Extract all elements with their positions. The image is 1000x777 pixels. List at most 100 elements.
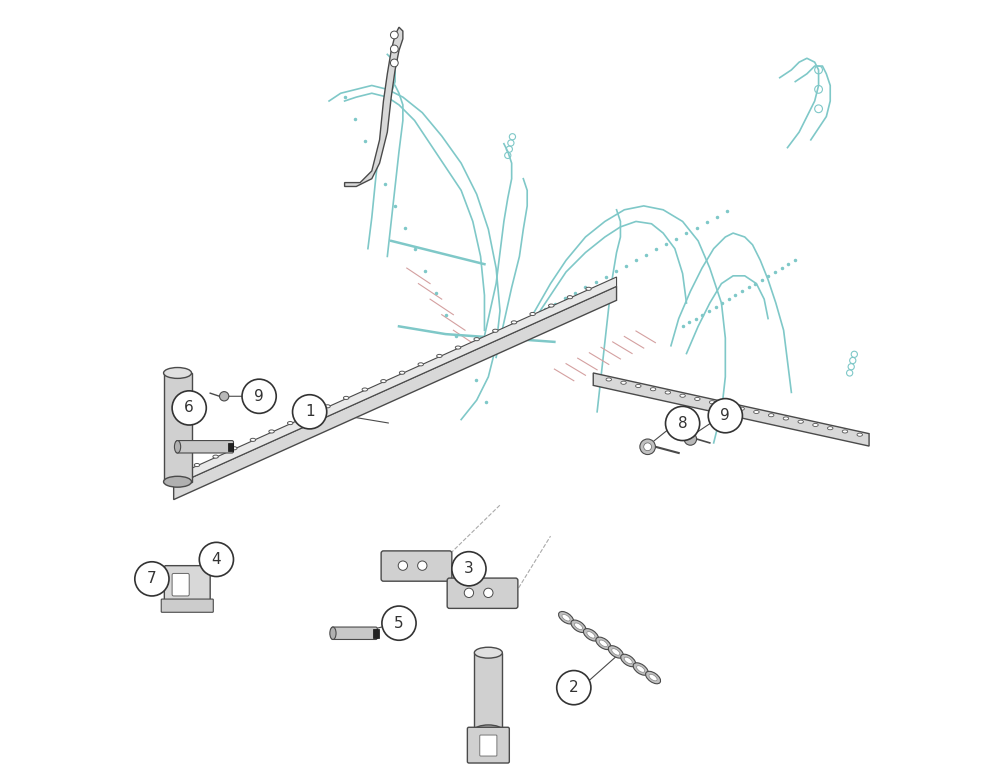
- Ellipse shape: [739, 407, 744, 410]
- Ellipse shape: [724, 404, 730, 407]
- Ellipse shape: [646, 671, 661, 684]
- Bar: [228, 443, 233, 451]
- Ellipse shape: [680, 394, 685, 397]
- Ellipse shape: [213, 455, 218, 458]
- Circle shape: [390, 45, 398, 53]
- Ellipse shape: [621, 654, 636, 667]
- Ellipse shape: [813, 423, 818, 427]
- Ellipse shape: [574, 623, 583, 629]
- Ellipse shape: [587, 632, 595, 638]
- Ellipse shape: [567, 296, 573, 298]
- Ellipse shape: [455, 346, 461, 349]
- Circle shape: [640, 439, 655, 455]
- Bar: [373, 629, 379, 638]
- Ellipse shape: [530, 312, 535, 315]
- Ellipse shape: [174, 441, 181, 453]
- Circle shape: [484, 588, 493, 598]
- Ellipse shape: [842, 430, 848, 433]
- Polygon shape: [174, 277, 617, 486]
- Circle shape: [199, 542, 233, 577]
- Ellipse shape: [381, 380, 386, 383]
- Circle shape: [390, 59, 398, 67]
- Circle shape: [135, 562, 169, 596]
- Ellipse shape: [798, 420, 803, 423]
- Circle shape: [418, 561, 427, 570]
- FancyBboxPatch shape: [467, 727, 509, 763]
- Ellipse shape: [232, 447, 237, 450]
- Ellipse shape: [768, 413, 774, 416]
- Polygon shape: [593, 373, 869, 446]
- Ellipse shape: [637, 666, 645, 672]
- Ellipse shape: [330, 627, 336, 639]
- Text: 9: 9: [720, 408, 730, 423]
- Bar: [474, 653, 502, 730]
- Ellipse shape: [493, 329, 498, 333]
- Circle shape: [557, 671, 591, 705]
- Ellipse shape: [559, 611, 574, 624]
- Ellipse shape: [474, 725, 502, 736]
- Ellipse shape: [287, 421, 293, 424]
- Ellipse shape: [633, 663, 648, 675]
- Ellipse shape: [511, 321, 517, 324]
- Text: 7: 7: [147, 571, 157, 587]
- Ellipse shape: [709, 401, 715, 404]
- FancyBboxPatch shape: [164, 566, 210, 604]
- Ellipse shape: [250, 438, 256, 441]
- Text: 4: 4: [212, 552, 221, 567]
- Ellipse shape: [474, 338, 479, 340]
- Ellipse shape: [418, 363, 423, 366]
- Text: 5: 5: [394, 615, 404, 631]
- Polygon shape: [174, 286, 617, 500]
- Ellipse shape: [474, 647, 502, 658]
- Circle shape: [666, 406, 700, 441]
- Circle shape: [644, 443, 652, 451]
- Ellipse shape: [612, 649, 620, 655]
- Ellipse shape: [636, 385, 641, 388]
- Circle shape: [141, 570, 152, 580]
- Circle shape: [293, 395, 327, 429]
- FancyBboxPatch shape: [172, 573, 189, 596]
- Ellipse shape: [599, 640, 607, 646]
- Ellipse shape: [562, 615, 570, 621]
- Ellipse shape: [194, 463, 200, 466]
- Ellipse shape: [586, 287, 591, 291]
- FancyBboxPatch shape: [331, 627, 377, 639]
- Text: 3: 3: [464, 561, 474, 577]
- Ellipse shape: [362, 388, 368, 391]
- Text: 6: 6: [184, 400, 194, 416]
- Circle shape: [220, 392, 229, 401]
- Ellipse shape: [164, 368, 192, 378]
- Circle shape: [708, 399, 742, 433]
- Ellipse shape: [399, 371, 405, 375]
- Ellipse shape: [606, 378, 611, 381]
- Ellipse shape: [437, 354, 442, 357]
- Ellipse shape: [164, 476, 192, 487]
- Circle shape: [464, 588, 474, 598]
- Ellipse shape: [571, 620, 586, 632]
- Text: 2: 2: [569, 680, 579, 695]
- Ellipse shape: [828, 427, 833, 430]
- Circle shape: [684, 433, 697, 445]
- Bar: [164, 373, 192, 482]
- Ellipse shape: [596, 637, 611, 650]
- Ellipse shape: [325, 405, 330, 408]
- Text: 9: 9: [254, 388, 264, 404]
- Ellipse shape: [649, 674, 657, 681]
- Circle shape: [382, 606, 416, 640]
- FancyBboxPatch shape: [176, 441, 233, 453]
- Text: 8: 8: [678, 416, 687, 431]
- Ellipse shape: [621, 382, 626, 385]
- Circle shape: [242, 379, 276, 413]
- Polygon shape: [345, 27, 403, 186]
- Circle shape: [172, 391, 206, 425]
- Ellipse shape: [650, 388, 656, 391]
- Ellipse shape: [583, 629, 598, 641]
- FancyBboxPatch shape: [447, 578, 518, 608]
- Ellipse shape: [306, 413, 312, 416]
- Ellipse shape: [608, 646, 623, 658]
- Ellipse shape: [665, 391, 671, 394]
- Ellipse shape: [754, 410, 759, 413]
- Circle shape: [390, 31, 398, 39]
- Ellipse shape: [857, 433, 862, 436]
- Ellipse shape: [269, 430, 274, 433]
